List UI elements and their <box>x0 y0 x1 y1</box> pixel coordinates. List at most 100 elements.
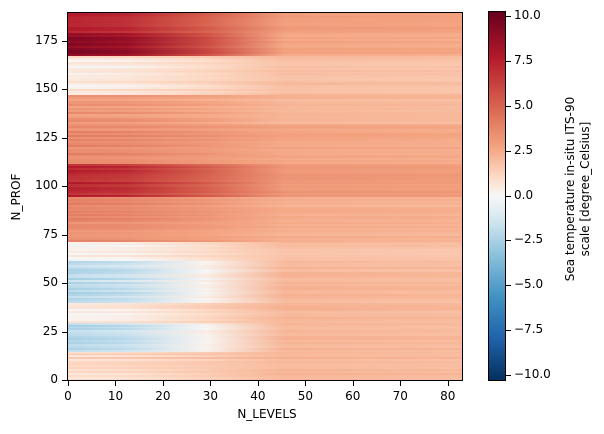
profile-row <box>68 192 462 196</box>
y-tick <box>62 186 67 188</box>
profile-row <box>68 105 462 109</box>
profile-row <box>68 335 462 339</box>
profile-row <box>68 322 462 325</box>
profile-row <box>68 302 462 306</box>
colorbar-tick <box>506 195 511 197</box>
profile-row <box>68 130 462 134</box>
x-tick-label: 30 <box>202 389 219 403</box>
profile-row <box>68 256 462 259</box>
profile-row <box>68 154 462 157</box>
x-tick <box>68 381 69 386</box>
profile-row <box>68 264 462 267</box>
profile-row <box>68 327 462 331</box>
y-tick-label: 100 <box>35 178 58 193</box>
y-tick <box>62 89 67 91</box>
profile-row <box>68 235 462 238</box>
profile-row <box>68 92 462 95</box>
profile-row <box>68 314 462 317</box>
colorbar-tick-label: −2.5 <box>514 232 544 247</box>
colorbar-tick <box>506 330 511 332</box>
profile-row <box>68 179 462 182</box>
x-tick-label: 10 <box>107 389 124 403</box>
profile-row <box>68 99 462 103</box>
profile-row <box>68 238 462 242</box>
x-axis-title: N_LEVELS <box>237 407 297 421</box>
profile-row <box>68 171 462 174</box>
colorbar-tick <box>506 150 511 152</box>
profile-row <box>68 349 462 352</box>
profile-row <box>68 244 462 248</box>
profile-row <box>68 144 462 147</box>
profile-row <box>68 18 462 22</box>
profile-row <box>68 125 462 128</box>
profile-row <box>68 140 462 143</box>
profile-row <box>68 275 462 279</box>
colorbar-tick-label: 0.0 <box>514 187 534 202</box>
profile-row <box>68 32 462 35</box>
profile-row <box>68 72 462 76</box>
profile-row <box>68 190 462 194</box>
profile-row <box>68 101 462 105</box>
profile-row <box>68 113 462 116</box>
colorbar-tick-label: −5.0 <box>514 277 544 292</box>
profile-row <box>68 103 462 107</box>
x-tick <box>162 381 164 386</box>
profile-row <box>68 221 462 225</box>
x-tick <box>305 381 307 386</box>
profile-row <box>68 341 462 344</box>
y-tick-label: 125 <box>35 129 58 144</box>
profile-row <box>68 198 462 201</box>
profile-row <box>68 215 462 219</box>
profile-row <box>68 134 462 138</box>
profile-row <box>68 258 462 261</box>
y-tick <box>62 137 67 139</box>
profile-row <box>68 331 462 335</box>
profile-row <box>68 181 462 184</box>
profile-row <box>68 217 462 221</box>
profile-row <box>68 22 462 26</box>
profile-row <box>68 49 462 53</box>
profile-row <box>68 107 462 111</box>
profile-row <box>68 169 462 172</box>
profile-row <box>68 13 462 16</box>
profile-row <box>68 67 462 70</box>
profile-row <box>68 269 462 273</box>
profile-row <box>68 306 462 310</box>
profile-row <box>68 182 462 186</box>
profile-row <box>68 295 462 298</box>
profile-row <box>68 128 462 132</box>
profile-row <box>68 16 462 20</box>
x-tick-label: 20 <box>155 389 171 403</box>
profile-row <box>68 24 462 28</box>
profile-row <box>68 157 462 161</box>
profile-row <box>68 123 462 126</box>
profile-row <box>68 352 462 356</box>
profile-row <box>68 223 462 227</box>
profile-row <box>68 30 462 33</box>
profile-row <box>68 57 462 60</box>
profile-row <box>68 271 462 275</box>
profile-row <box>68 285 462 288</box>
x-tick-label: 0 <box>64 389 72 403</box>
profile-row <box>68 250 462 254</box>
profile-row <box>68 36 462 39</box>
profile-row <box>68 277 462 281</box>
profile-row <box>68 333 462 337</box>
profile-row <box>68 119 462 122</box>
y-tick-label: 150 <box>35 81 58 96</box>
profile-row <box>68 47 462 51</box>
profile-row <box>68 69 462 72</box>
x-tick <box>257 381 259 386</box>
profile-row <box>68 88 462 91</box>
x-tick <box>447 381 449 386</box>
profile-row <box>68 318 462 321</box>
y-tick-label: 25 <box>42 323 58 338</box>
profile-row <box>68 40 462 43</box>
y-tick <box>62 283 67 285</box>
profile-row <box>68 219 462 223</box>
colorbar-tick-label: 10.0 <box>514 8 541 22</box>
colorbar-tick-label: −10.0 <box>514 367 551 381</box>
profile-row <box>68 63 462 66</box>
profile-row <box>68 229 462 232</box>
profile-row <box>68 84 462 87</box>
